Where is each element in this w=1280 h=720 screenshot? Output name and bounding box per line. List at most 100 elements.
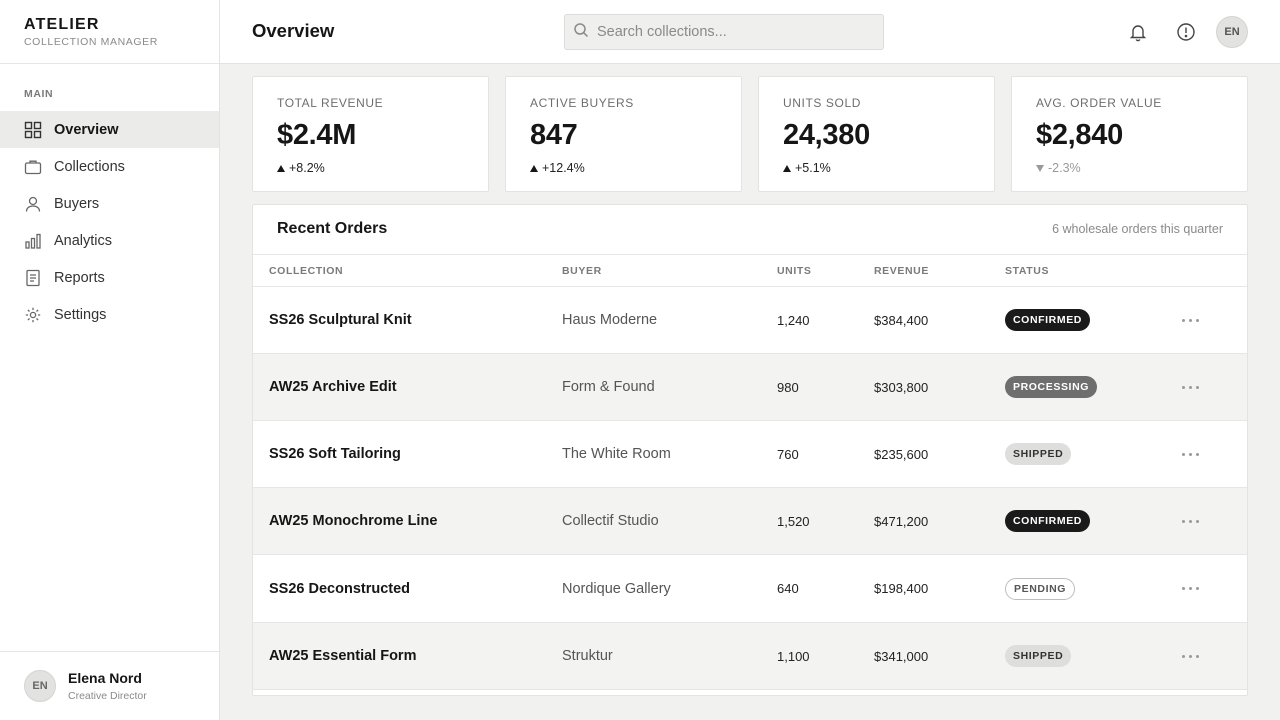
- table-row[interactable]: AW25 Essential Form Struktur 1,100 $341,000…: [253, 623, 1247, 690]
- revenue-cell: $198,400: [874, 581, 929, 596]
- bell-icon[interactable]: [1127, 21, 1149, 43]
- sidebar-item-buyers[interactable]: Buyers: [0, 185, 219, 222]
- status-badge: SHIPPED: [1005, 443, 1072, 465]
- kpi-value: 847: [530, 119, 578, 151]
- kpi-delta-value: -2.3%: [1048, 161, 1081, 175]
- sidebar-item-label: Reports: [54, 269, 105, 286]
- collection-cell: AW25 Essential Form: [269, 648, 417, 664]
- row-menu[interactable]: [1178, 354, 1203, 420]
- kpi-label: AVG. ORDER VALUE: [1036, 96, 1162, 110]
- units-cell: 1,520: [777, 513, 810, 529]
- column-header-units[interactable]: UNITS: [777, 265, 812, 277]
- more-options-icon[interactable]: [1178, 449, 1203, 460]
- row-menu[interactable]: [1178, 555, 1203, 622]
- units-cell: 760: [777, 446, 799, 462]
- status-badge: PROCESSING: [1005, 376, 1098, 398]
- column-header-revenue[interactable]: REVENUE: [874, 265, 929, 277]
- kpi-delta: -2.3%: [1036, 161, 1247, 175]
- table-header: COLLECTION BUYER UNITS REVENUE STATUS: [253, 255, 1247, 287]
- units-cell: 640: [777, 581, 799, 596]
- user-profile[interactable]: EN Elena Nord Creative Director: [0, 651, 219, 720]
- more-options-icon[interactable]: [1178, 516, 1203, 527]
- more-options-icon[interactable]: [1178, 583, 1203, 594]
- kpi-delta: +8.2%: [277, 161, 488, 175]
- status-cell: CONFIRMED: [1005, 287, 1090, 353]
- status-badge: CONFIRMED: [1005, 309, 1090, 331]
- search-input[interactable]: [597, 24, 867, 40]
- table-row[interactable]: AW25 Monochrome Line Collectif Studio 1,52…: [253, 488, 1247, 555]
- table-row[interactable]: SS26 Soft Tailoring The White Room 760 $235…: [253, 421, 1247, 488]
- document-icon: [24, 269, 42, 287]
- status-cell: SHIPPED: [1005, 623, 1072, 689]
- revenue-cell: $303,800: [874, 379, 929, 395]
- briefcase-icon: [24, 158, 42, 176]
- avatar[interactable]: EN: [1216, 16, 1248, 48]
- sidebar-item-overview[interactable]: Overview: [0, 111, 219, 148]
- column-header-buyer[interactable]: BUYER: [562, 265, 602, 277]
- sidebar-item-collections[interactable]: Collections: [0, 148, 219, 185]
- sidebar-nav: Overview Collections Buyers Analytics Re…: [0, 111, 219, 333]
- kpi-value: 24,380: [783, 119, 870, 151]
- row-menu[interactable]: [1178, 623, 1203, 689]
- kpi-label: UNITS SOLD: [783, 96, 862, 110]
- status-cell: PENDING: [1005, 555, 1076, 622]
- alert-circle-icon[interactable]: [1175, 21, 1197, 43]
- column-header-collection[interactable]: COLLECTION: [269, 265, 344, 277]
- user-name: Elena Nord: [68, 669, 142, 686]
- panel-header: Recent Orders 6 wholesale orders this qu…: [253, 205, 1247, 255]
- bar-chart-icon: [24, 232, 42, 250]
- trend-up-icon: [530, 164, 538, 172]
- page-title: Overview: [252, 20, 335, 41]
- kpi-delta: +12.4%: [530, 161, 741, 175]
- status-cell: CONFIRMED: [1005, 488, 1090, 554]
- column-header-status[interactable]: STATUS: [1005, 265, 1050, 277]
- table-row[interactable]: SS26 Deconstructed Nordique Gallery 640 $19…: [253, 555, 1247, 623]
- row-menu[interactable]: [1178, 287, 1203, 353]
- table-body: SS26 Sculptural Knit Haus Moderne 1,240 $38…: [253, 287, 1247, 690]
- user-role: Creative Director: [68, 689, 147, 702]
- status-cell: SHIPPED: [1005, 421, 1072, 487]
- more-options-icon[interactable]: [1178, 315, 1203, 326]
- kpi-delta: +5.1%: [783, 161, 994, 175]
- topbar: Overview EN: [220, 0, 1280, 64]
- buyer-cell: Form & Found: [562, 379, 655, 395]
- panel-title: Recent Orders: [277, 220, 388, 237]
- panel-subtitle: 6 wholesale orders this quarter: [1052, 222, 1223, 236]
- row-menu[interactable]: [1178, 421, 1203, 487]
- more-options-icon[interactable]: [1178, 651, 1203, 662]
- more-options-icon[interactable]: [1178, 382, 1203, 393]
- sidebar-item-settings[interactable]: Settings: [0, 296, 219, 333]
- brand: ATELIER COLLECTION MANAGER: [0, 0, 219, 64]
- sidebar-item-label: Analytics: [54, 232, 113, 249]
- sidebar: ATELIER COLLECTION MANAGER MAIN Overview…: [0, 0, 220, 720]
- units-cell: 980: [777, 379, 799, 395]
- trend-down-icon: [1036, 164, 1044, 172]
- kpi-card-total-revenue: TOTAL REVENUE $2.4M +8.2%: [252, 76, 489, 192]
- sidebar-item-label: Overview: [54, 121, 119, 138]
- grid-icon: [24, 121, 42, 139]
- sidebar-item-analytics[interactable]: Analytics: [0, 222, 219, 259]
- sidebar-item-label: Buyers: [54, 195, 100, 212]
- kpi-card-active-buyers: ACTIVE BUYERS 847 +12.4%: [505, 76, 742, 192]
- collection-cell: AW25 Archive Edit: [269, 379, 397, 395]
- kpi-label: TOTAL REVENUE: [277, 96, 384, 110]
- revenue-cell: $384,400: [874, 312, 929, 328]
- table-row[interactable]: AW25 Archive Edit Form & Found 980 $303,800…: [253, 354, 1247, 421]
- collection-cell: SS26 Deconstructed: [269, 580, 411, 597]
- sidebar-item-label: Settings: [54, 306, 107, 323]
- kpi-delta-value: +8.2%: [289, 161, 325, 175]
- kpi-card-units-sold: UNITS SOLD 24,380 +5.1%: [758, 76, 995, 192]
- status-badge: SHIPPED: [1005, 645, 1072, 667]
- collection-cell: SS26 Sculptural Knit: [269, 312, 412, 328]
- kpi-delta-value: +12.4%: [542, 161, 585, 175]
- buyer-cell: Struktur: [562, 648, 613, 664]
- row-menu[interactable]: [1178, 488, 1203, 554]
- avatar: EN: [24, 670, 56, 702]
- revenue-cell: $235,600: [874, 446, 929, 462]
- gear-icon: [24, 306, 42, 324]
- table-row[interactable]: SS26 Sculptural Knit Haus Moderne 1,240 $38…: [253, 287, 1247, 354]
- buyer-cell: Haus Moderne: [562, 312, 658, 328]
- units-cell: 1,100: [777, 648, 810, 664]
- search-box[interactable]: [564, 14, 884, 50]
- sidebar-item-reports[interactable]: Reports: [0, 259, 219, 296]
